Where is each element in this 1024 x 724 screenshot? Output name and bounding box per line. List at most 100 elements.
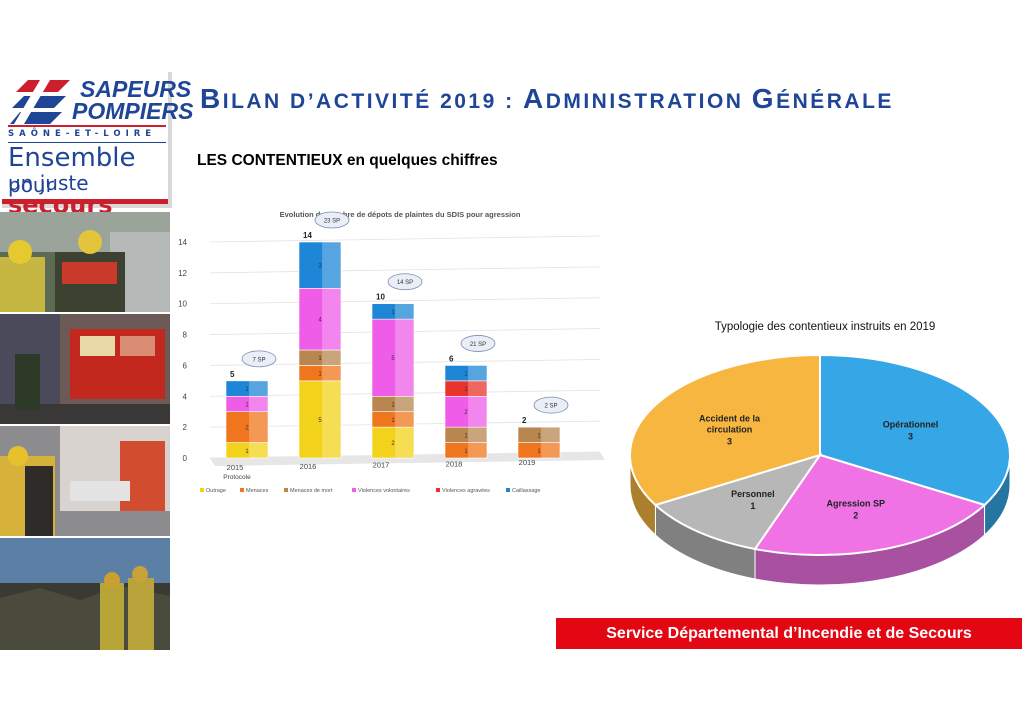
logo-department: SAÔNE-ET-LOIRE [8, 129, 157, 139]
section-subtitle: LES CONTENTIEUX en quelques chiffres [197, 152, 498, 169]
grid-line [209, 235, 601, 243]
pie-slice [819, 353, 1011, 507]
y-tick-label: 14 [178, 238, 187, 247]
bar-segment-label: 5 [318, 418, 322, 424]
bar-segment-label: 4 [318, 318, 322, 324]
x-tick-label: 2017 [373, 461, 390, 470]
bar-segment [298, 287, 342, 351]
bar-segment [298, 349, 342, 366]
footer-banner: Service Départemental d’Incendie et de S… [556, 618, 1022, 649]
bar-segment-rect [371, 303, 415, 320]
bar-segment-shade [322, 242, 341, 289]
bar-segment [298, 380, 342, 459]
logo-divider-bottom [8, 142, 166, 143]
sp-bubble-label: 14 SP [397, 280, 413, 286]
bar-segment-rect [298, 287, 342, 351]
bar-segment [444, 395, 488, 428]
bar-segment [225, 442, 269, 459]
logo-red-band [2, 199, 168, 204]
pie-slice [653, 453, 823, 551]
bar-segment-label: 3 [318, 264, 322, 270]
legend-swatch [200, 488, 204, 492]
bar-segment [225, 380, 269, 397]
bar-segment-label: 1 [318, 356, 322, 362]
bar-segment-label: 1 [464, 372, 468, 378]
bar-segment-shade [322, 365, 341, 381]
bar-segment-label: 1 [537, 433, 541, 439]
bar-segment [444, 442, 488, 459]
bar-segment [444, 380, 488, 397]
bar-segment [298, 365, 342, 382]
bar-segment-rect [444, 395, 488, 428]
flag-stripes-icon [10, 80, 70, 124]
x-tick-label: 2019 [519, 458, 536, 467]
logo-divider [8, 125, 166, 127]
photo-firefighters-rescue [0, 212, 170, 312]
bar-segment-rect [517, 426, 561, 443]
bar-segment [225, 411, 269, 443]
bar-segment-rect [298, 241, 342, 289]
bar-segment-shade [468, 427, 487, 443]
grid-line [209, 266, 601, 274]
y-tick-label: 2 [183, 423, 188, 432]
bar-segment-label: 2 [464, 410, 468, 416]
x-tick-label: 2016 [300, 462, 317, 471]
legend-label: Violences agravées [442, 488, 490, 494]
logo-line1: SAPEURS [80, 76, 192, 102]
y-tick-label: 6 [183, 361, 188, 370]
bar-segment-label: 5 [391, 356, 395, 362]
bar-segment [371, 395, 415, 413]
sp-bubble [387, 273, 423, 291]
bar-segment [371, 303, 415, 320]
legend-swatch [352, 488, 356, 492]
page-title: BILAN D’ACTIVITÉ 2019 : ADMINISTRATION G… [200, 83, 894, 114]
bar-segment-label: 1 [537, 449, 541, 455]
pie-slice-label: Agression SP 2 [826, 499, 885, 521]
bar-segment-shade [395, 319, 414, 397]
bar-segment-shade [395, 411, 414, 428]
bar-segment-shade [249, 380, 268, 397]
bar-segment-shade [395, 396, 414, 412]
photo-ambulance [0, 426, 170, 536]
chart-floor [210, 452, 605, 466]
sp-bubble-label: 7 SP [252, 357, 265, 363]
bar-segment [517, 442, 561, 459]
bar-segment-label: 1 [245, 403, 249, 409]
bar-segment-shade [322, 350, 341, 366]
pie-slice-label: Personnel 1 [731, 489, 775, 511]
logo-line2: POMPIERS [72, 98, 194, 124]
bar-chart-plaintes: Evolution du nombre de dépots de plainte… [178, 210, 605, 494]
sp-bubble [533, 396, 569, 414]
sp-bubble-label: 23 SP [324, 219, 340, 225]
bar-segment-shade [322, 380, 341, 458]
bar-segment-shade [322, 288, 341, 350]
bar-segment [444, 426, 488, 443]
bar-segment [225, 395, 269, 413]
bar-segment-shade [395, 427, 414, 458]
bar-segment-label: 1 [245, 449, 249, 455]
legend-label: Caillassage [512, 488, 540, 494]
legend-swatch [240, 488, 244, 492]
pie-slice [629, 353, 821, 507]
bar-total-label: 10 [376, 293, 385, 302]
sp-bubble-label: 2 SP [544, 404, 557, 410]
bar-segment-shade [468, 442, 487, 458]
bar-segment-label: 1 [391, 418, 395, 424]
y-tick-label: 0 [183, 454, 188, 463]
bar-segment-shade [249, 411, 268, 443]
bar-segment-label: 1 [464, 387, 468, 393]
bar-segment-rect [444, 365, 488, 382]
bar-segment-rect [225, 411, 269, 443]
legend-swatch [506, 488, 510, 492]
bar-segment [444, 365, 488, 382]
bar-segment-shade [249, 442, 268, 458]
y-tick-label: 8 [183, 331, 188, 340]
bar-segment-label: 1 [464, 449, 468, 455]
pie-title: Typologie des contentieux instruits en 2… [715, 321, 936, 333]
bar-segment-rect [371, 318, 415, 397]
bar-segment-shade [395, 303, 414, 320]
sp-bubble-label: 21 SP [470, 342, 486, 348]
photo-fire-truck [0, 314, 170, 424]
bar-total-label: 5 [230, 370, 235, 379]
bar-total-label: 6 [449, 354, 454, 363]
